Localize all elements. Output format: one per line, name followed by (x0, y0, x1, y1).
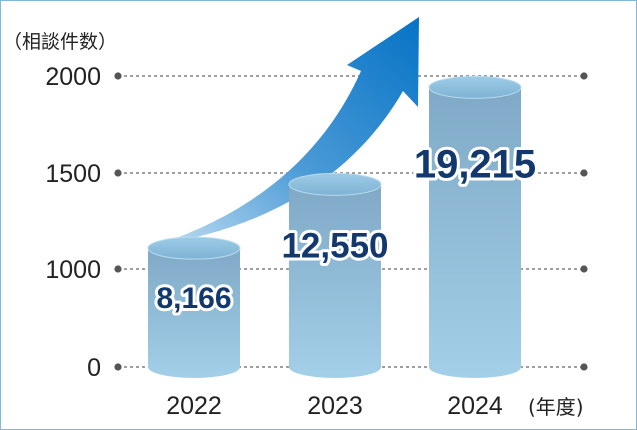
bar-cap (428, 75, 522, 99)
x-tick-labels: 2022 2023 2024 (166, 392, 503, 420)
grid-dot (580, 72, 588, 80)
y-tick-labels: 0 1000 1500 2000 (45, 63, 101, 382)
grid-dot (114, 72, 122, 80)
data-label: 8,166 (156, 282, 231, 315)
growth-arrow (156, 17, 419, 245)
x-tick-label: 2023 (307, 392, 363, 420)
grid-dot (580, 265, 588, 273)
y-tick-label: 1500 (45, 160, 101, 188)
bar-2024 (428, 75, 522, 378)
grid-lines (114, 72, 588, 371)
y-tick-label: 0 (87, 354, 101, 382)
grid-dot (114, 169, 122, 177)
bar-body (148, 248, 240, 378)
bar-body (289, 184, 381, 378)
grid-dot (580, 169, 588, 177)
bar-2023 (288, 172, 382, 378)
bar-2022 (147, 236, 241, 378)
x-tick-label: 2024 (447, 392, 503, 420)
grid-dot (114, 265, 122, 273)
y-tick-label: 1000 (45, 256, 101, 284)
x-tick-label: 2022 (166, 392, 222, 420)
data-label: 12,550 (281, 226, 388, 265)
y-tick-label: 2000 (45, 63, 101, 91)
grid-dot (114, 363, 122, 371)
bar-cap (147, 236, 241, 260)
bar-cap (288, 172, 382, 196)
grid-dot (580, 363, 588, 371)
y-unit-label: （相談件数） (3, 31, 117, 53)
data-labels: 8,166 12,550 19,215 (153, 139, 539, 318)
bar-body (429, 87, 521, 378)
x-unit-label: (年度) (528, 395, 584, 419)
bars (147, 75, 522, 378)
data-label: 19,215 (414, 142, 536, 186)
